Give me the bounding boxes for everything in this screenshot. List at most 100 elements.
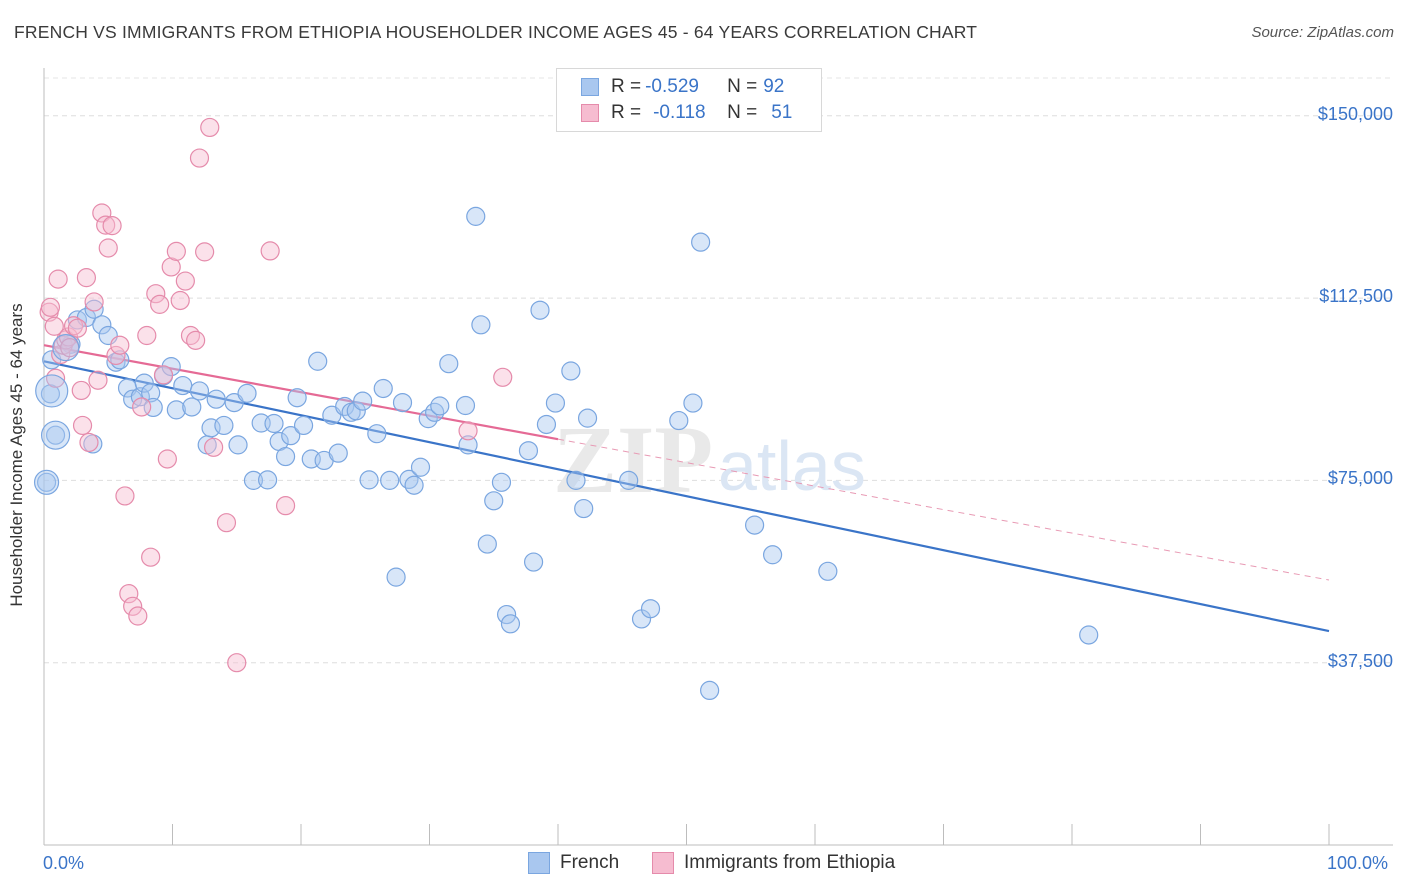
point-french (228, 435, 248, 455)
point-ethiopia (76, 268, 97, 288)
point-ethiopia (96, 215, 116, 235)
point-ethiopia (71, 380, 91, 401)
ethiopia-legend-swatch (652, 852, 674, 874)
point-ethiopia (216, 513, 237, 533)
point-french (410, 457, 431, 477)
y-tick-label: $112,500 (1319, 286, 1393, 307)
legend-item-french[interactable]: French (528, 852, 619, 874)
point-french (640, 599, 661, 619)
point-ethiopia (40, 297, 61, 317)
point-french (574, 498, 594, 519)
point-ethiopia (79, 432, 99, 453)
point-ethiopia (115, 486, 135, 506)
trend-line-french (43, 360, 1330, 633)
y-tick-label: $150,000 (1317, 103, 1393, 124)
point-french (491, 472, 512, 492)
point-french (134, 373, 154, 393)
stats-row-french: R = -0.529 N = 92 (581, 75, 784, 99)
data-points (33, 117, 1099, 701)
french-legend-swatch (528, 852, 550, 874)
point-ethiopia (88, 370, 108, 390)
point-ethiopia (141, 547, 161, 567)
point-ethiopia (170, 290, 190, 311)
point-french (399, 469, 419, 490)
point-ethiopia (106, 345, 126, 366)
point-ethiopia (153, 365, 174, 385)
point-ethiopia (166, 241, 186, 261)
point-french (173, 375, 193, 396)
point-french (477, 534, 497, 554)
y-axis-label: Householder Income Ages 45 - 64 years (7, 303, 26, 607)
point-ethiopia (204, 437, 224, 457)
point-french (161, 357, 181, 377)
point-ethiopia (92, 203, 112, 223)
r-value: -0.529 (645, 76, 699, 97)
point-french (264, 413, 284, 434)
point-french (206, 389, 226, 409)
r-value: -0.118 (653, 102, 706, 123)
point-french (392, 392, 413, 413)
point-french (619, 470, 639, 490)
watermark: ZIP atlas (553, 406, 866, 513)
point-french (497, 604, 517, 625)
point-french (40, 384, 61, 404)
point-ethiopia (195, 242, 215, 262)
point-french (430, 396, 450, 416)
point-french (224, 392, 244, 413)
point-ethiopia (458, 421, 478, 441)
stats-row-ethiopia: R = -0.118 N = 51 (581, 101, 792, 125)
point-french (458, 435, 478, 455)
legend-item-ethiopia[interactable]: Immigrants from Ethiopia (652, 852, 895, 874)
ethiopia-swatch (581, 104, 599, 122)
point-ethiopia (275, 496, 296, 516)
point-french (353, 391, 373, 411)
french-swatch (581, 78, 599, 96)
chart-title: FRENCH VS IMMIGRANTS FROM ETHIOPIA HOUSE… (14, 22, 978, 42)
point-french (92, 315, 112, 335)
point-french (35, 374, 69, 408)
point-ethiopia (175, 271, 195, 291)
point-french (359, 470, 379, 490)
point-french (566, 470, 586, 490)
point-french (439, 354, 459, 374)
point-ethiopia (44, 316, 64, 336)
point-ethiopia (150, 294, 170, 314)
point-ethiopia (227, 653, 247, 673)
point-french (455, 395, 476, 416)
point-ethiopia (186, 330, 206, 350)
point-french (404, 475, 424, 495)
point-ethiopia (72, 415, 93, 436)
point-ethiopia (260, 241, 280, 261)
point-ethiopia (102, 216, 122, 236)
n-label: N = (727, 102, 758, 123)
point-french (293, 415, 314, 436)
point-ethiopia (137, 325, 157, 346)
point-french (33, 469, 60, 495)
trend-line-ethiopia-extension (557, 438, 1330, 581)
point-french (166, 400, 186, 420)
point-ethiopia (146, 284, 166, 304)
point-french (745, 515, 765, 535)
point-ethiopia (119, 584, 139, 604)
point-french (425, 402, 445, 422)
point-french (45, 425, 66, 445)
point-ethiopia (189, 148, 210, 168)
point-french (1079, 625, 1099, 645)
point-ethiopia (110, 335, 130, 355)
point-french (237, 383, 257, 403)
y-tick-label: $37,500 (1327, 650, 1393, 671)
point-french (308, 351, 328, 371)
point-french (36, 472, 57, 492)
point-french (683, 393, 703, 413)
point-french (367, 424, 387, 444)
point-ethiopia (128, 606, 148, 626)
grid-lines (44, 77, 1393, 664)
point-french (373, 378, 393, 399)
point-french (346, 401, 366, 421)
point-french (243, 470, 264, 490)
x-tick-label-max: 100.0% (1327, 853, 1389, 873)
point-french (518, 441, 539, 461)
legend-label-french: French (560, 852, 620, 873)
point-ethiopia (200, 117, 220, 138)
